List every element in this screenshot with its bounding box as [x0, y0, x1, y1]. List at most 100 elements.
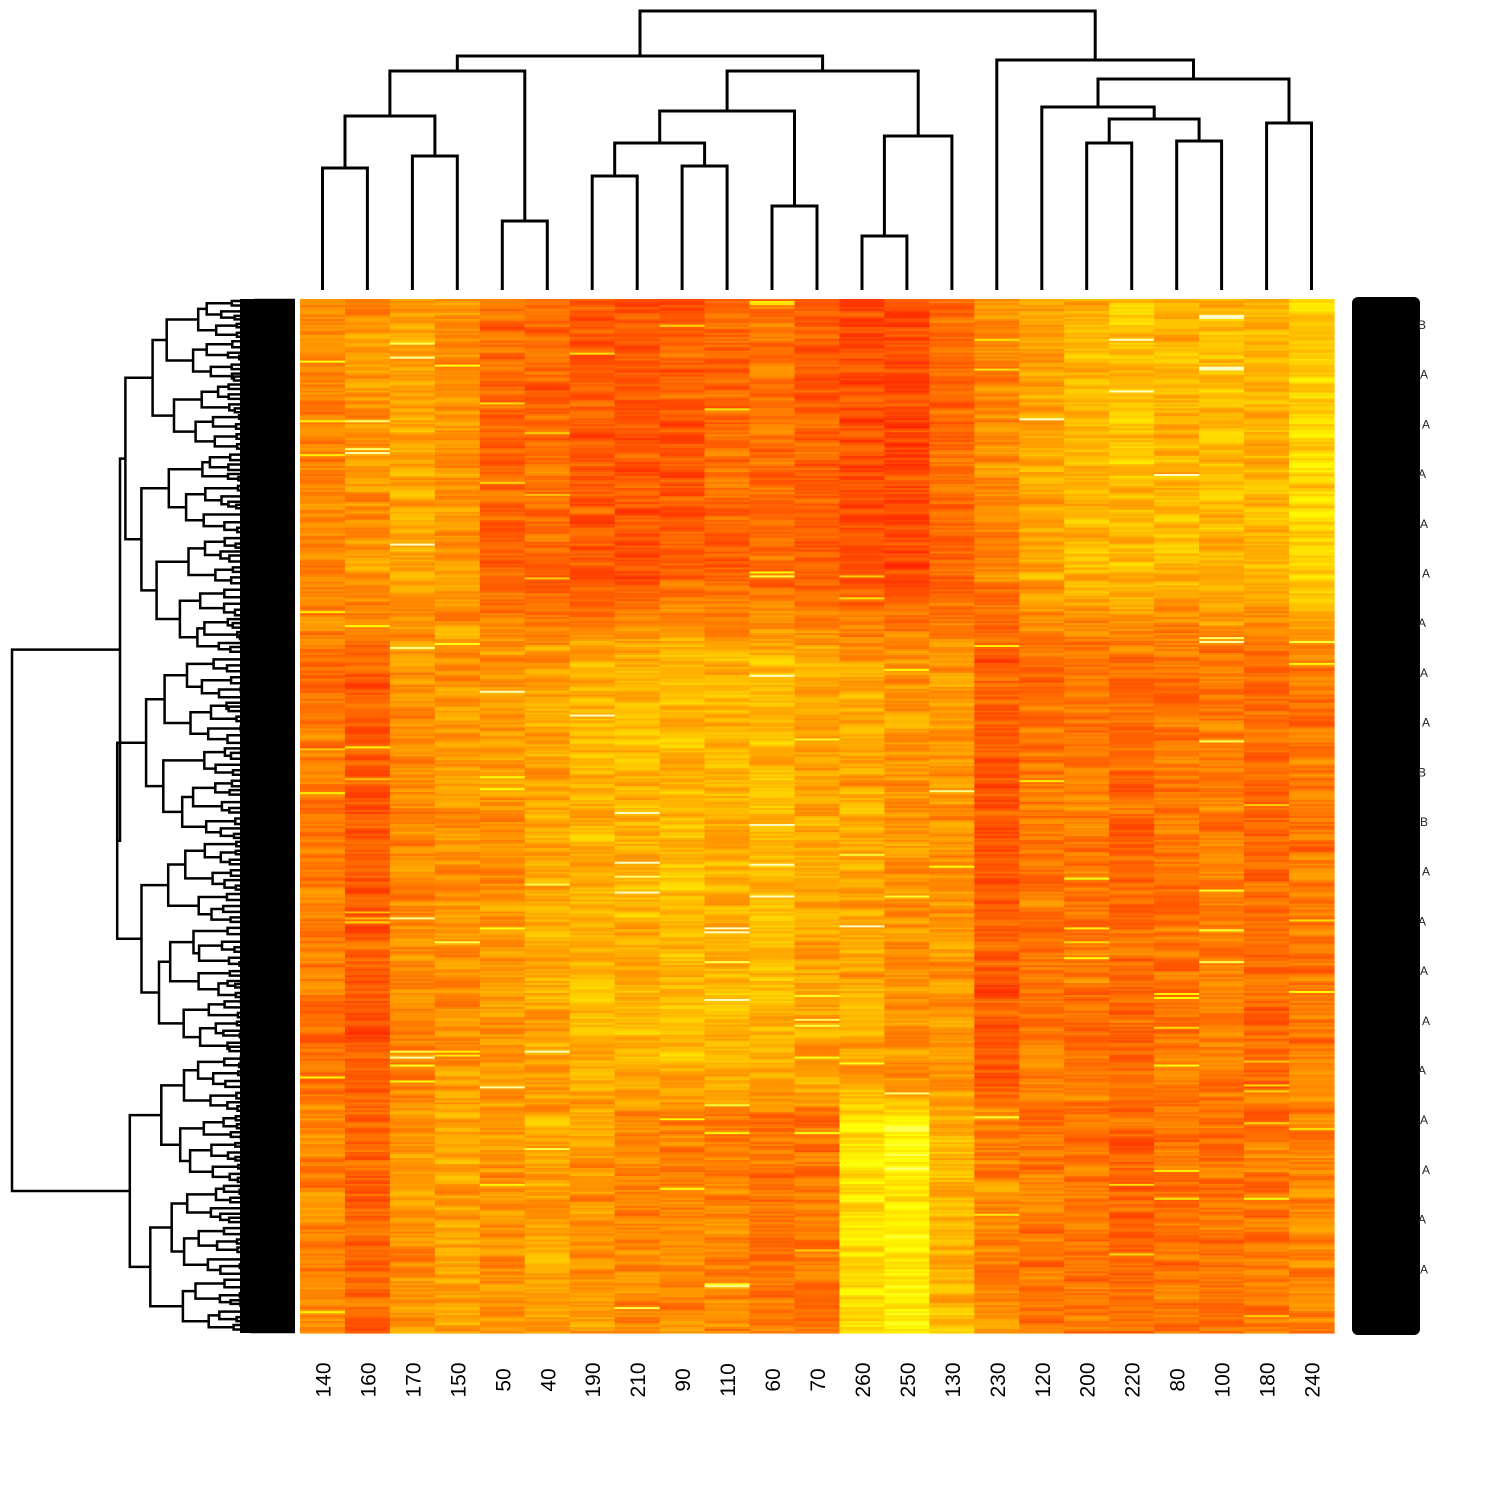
heatmap-cell — [344, 396, 391, 400]
heatmap-cell — [344, 1271, 391, 1274]
heatmap-cell — [300, 497, 346, 501]
heatmap-cell — [300, 1154, 346, 1157]
heatmap-cell — [569, 885, 616, 889]
heatmap-column-90 — [659, 299, 706, 1334]
heatmap-cell — [389, 1253, 436, 1257]
heatmap-cell — [389, 1301, 436, 1304]
heatmap-cell — [569, 621, 616, 624]
heatmap-cell — [344, 1074, 391, 1078]
heatmap-cell — [479, 1193, 526, 1197]
heatmap-cell — [569, 752, 616, 755]
heatmap-cell — [344, 637, 391, 640]
heatmap-cell — [479, 390, 526, 394]
heatmap-cell — [344, 796, 391, 799]
heatmap-cell — [614, 1161, 661, 1165]
heatmap-cell — [479, 1034, 526, 1038]
heatmap-cell — [479, 742, 526, 746]
heatmap-cell — [569, 798, 616, 801]
heatmap-cell — [524, 543, 571, 547]
heatmap-cell — [614, 1118, 661, 1121]
heatmap-cell — [300, 1273, 346, 1276]
heatmap-cell — [569, 859, 616, 863]
heatmap-cell — [389, 402, 436, 405]
heatmap-cell — [614, 841, 661, 845]
heatmap-cell — [344, 782, 391, 785]
heatmap-cell — [524, 1024, 571, 1028]
heatmap-cell — [569, 601, 616, 604]
heatmap-cell — [344, 1267, 391, 1270]
heatmap-cell — [569, 899, 616, 903]
heatmap-cell — [389, 332, 436, 336]
heatmap-cell — [614, 428, 661, 431]
heatmap-cell — [300, 668, 346, 672]
heatmap-cell — [389, 344, 436, 348]
heatmap-cell — [479, 420, 526, 423]
heatmap-cell — [569, 851, 616, 855]
heatmap-cell — [434, 1116, 481, 1119]
heatmap-cell — [614, 680, 661, 684]
heatmap-cell — [524, 688, 571, 692]
heatmap-cell — [479, 1301, 526, 1304]
heatmap-cell — [569, 1239, 616, 1243]
heatmap-cell — [300, 412, 346, 415]
heatmap-cell — [569, 611, 616, 614]
heatmap-cell — [524, 1311, 571, 1314]
heatmap-cell — [524, 434, 571, 437]
heatmap-cell — [344, 1132, 391, 1135]
heatmap-cell — [479, 1241, 526, 1245]
heatmap-cell — [524, 794, 571, 797]
heatmap-cell — [434, 1161, 481, 1165]
heatmap-cell — [389, 1293, 436, 1296]
heatmap-cell — [659, 611, 706, 614]
heatmap-cell — [524, 1090, 571, 1093]
heatmap-cell — [659, 573, 706, 576]
heatmap-cell — [569, 837, 616, 841]
heatmap-cell — [300, 875, 346, 879]
heatmap-cell — [569, 1329, 616, 1332]
heatmap-cell — [524, 992, 571, 996]
heatmap-cell — [434, 366, 481, 370]
heatmap-cell — [344, 473, 391, 477]
heatmap-cell — [389, 1175, 436, 1179]
heatmap-cell — [569, 814, 616, 817]
heatmap-cell — [479, 1002, 526, 1006]
heatmap-cell — [614, 690, 661, 694]
heatmap-cell — [344, 925, 391, 928]
heatmap-cell — [659, 483, 706, 487]
heatmap-cell — [300, 372, 346, 376]
heatmap-cell — [569, 736, 616, 740]
heatmap-cell — [569, 937, 616, 940]
heatmap-cell — [434, 1112, 481, 1115]
heatmap-cell — [479, 408, 526, 411]
heatmap-cell — [389, 748, 436, 751]
heatmap-cell — [479, 1086, 526, 1090]
heatmap-cell — [524, 658, 571, 662]
heatmap-cell — [614, 981, 661, 984]
heatmap-cell — [479, 716, 526, 720]
heatmap-cell — [389, 963, 436, 966]
heatmap-cell — [300, 1092, 346, 1095]
heatmap-cell — [524, 358, 571, 362]
heatmap-cell — [344, 1128, 391, 1131]
heatmap-cell — [524, 1150, 571, 1153]
heatmap-cell — [434, 714, 481, 718]
heatmap-cell — [389, 1237, 436, 1241]
heatmap-cell — [569, 1062, 616, 1066]
heatmap-cell — [569, 740, 616, 744]
heatmap-cell — [300, 475, 346, 479]
heatmap-cell — [344, 607, 391, 610]
heatmap-cell — [524, 690, 571, 694]
heatmap-cell — [300, 1020, 346, 1024]
heatmap-cell — [614, 326, 661, 330]
heatmap-cell — [389, 440, 436, 443]
heatmap-cell — [524, 947, 571, 950]
heatmap-cell — [569, 434, 616, 437]
heatmap-cell — [389, 917, 436, 920]
heatmap-cell — [524, 609, 571, 612]
heatmap-cell — [300, 1209, 346, 1213]
heatmap-cell — [434, 603, 481, 606]
heatmap-cell — [569, 1217, 616, 1221]
heatmap-cell — [344, 790, 391, 793]
heatmap-cell — [389, 716, 436, 720]
heatmap-cell — [659, 521, 706, 525]
